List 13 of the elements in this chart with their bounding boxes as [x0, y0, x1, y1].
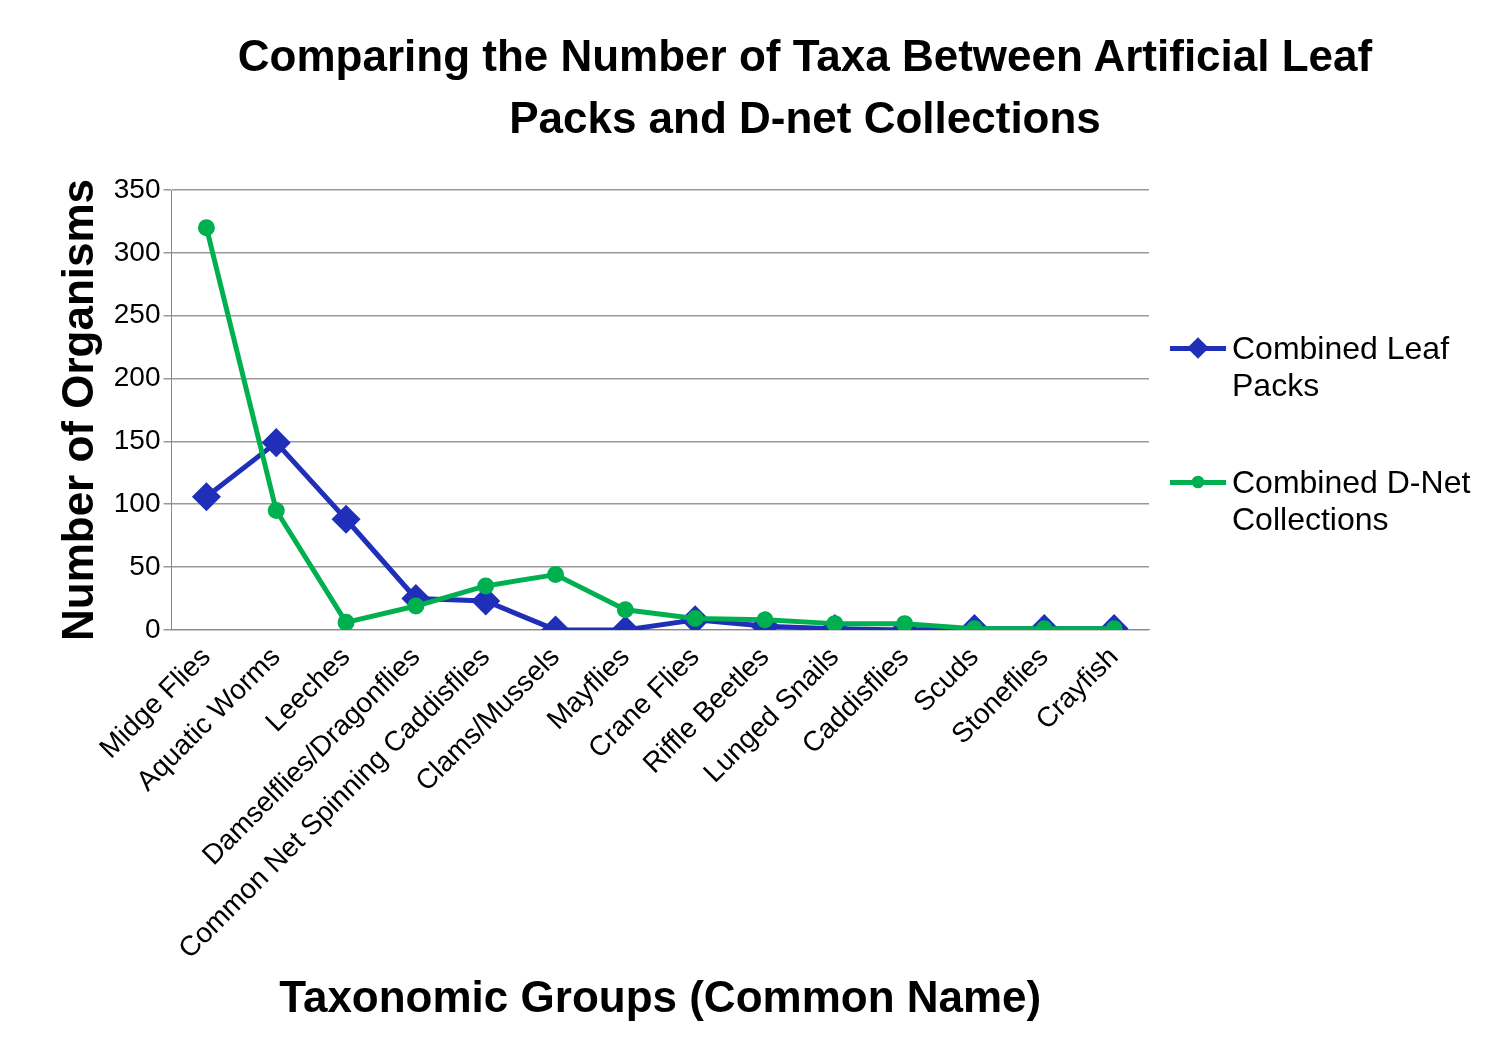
- y-tick-label: 150: [113, 424, 161, 456]
- chart-title: Comparing the Number of Taxa Between Artificial Leaf Packs and D-net Collections: [236, 30, 1374, 144]
- y-tick-label: 50: [129, 549, 161, 581]
- y-tick-label: 250: [113, 298, 161, 330]
- y-tick-label: 300: [113, 235, 161, 267]
- legend-label: Combined D-Net Collections: [1232, 464, 1472, 538]
- y-tick-label: 350: [113, 172, 161, 204]
- legend-label: Combined Leaf Packs: [1232, 330, 1451, 404]
- y-axis-title: Number of Organisms: [52, 178, 102, 641]
- y-tick-label: 100: [113, 486, 161, 518]
- x-axis-title: Taxonomic Groups (Common Name): [279, 971, 1042, 1021]
- y-tick-label: 0: [144, 612, 161, 644]
- y-tick-label: 200: [113, 361, 161, 393]
